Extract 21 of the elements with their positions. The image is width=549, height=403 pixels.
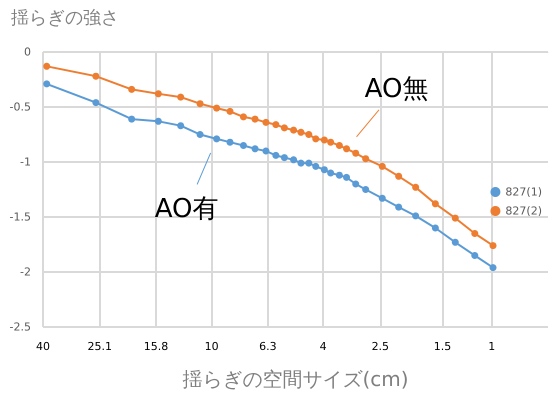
x-tick-label: 25.1 <box>87 340 112 353</box>
x-tick-label: 15.8 <box>144 340 168 353</box>
y-tick-label: -1 <box>20 156 31 168</box>
x-tick-label: 1 <box>488 340 496 353</box>
x-tick-label: 2.5 <box>372 340 390 353</box>
y-tick-label: 0 <box>24 46 31 58</box>
y-tick-label: -2.5 <box>10 320 31 334</box>
chart-title: 揺らぎの強さ <box>11 8 119 28</box>
y-tick-label: -2 <box>20 266 31 278</box>
x-tick-label: 6.3 <box>259 340 277 353</box>
y-tick-label: -0.5 <box>10 100 31 114</box>
annotation: AO有 <box>154 194 219 224</box>
annotation: AO無 <box>364 74 428 104</box>
legend-label: 827(2) <box>505 204 542 218</box>
x-axis-title: 揺らぎの空間サイズ(cm) <box>182 367 409 391</box>
legend-label: 827(1) <box>505 186 542 198</box>
x-tick-label: 10 <box>204 340 219 353</box>
x-tick-label: 4 <box>320 340 327 353</box>
y-tick-label: -1.5 <box>10 210 31 224</box>
x-tick-label: 40 <box>36 340 50 353</box>
x-tick-label: 1.5 <box>434 340 452 353</box>
